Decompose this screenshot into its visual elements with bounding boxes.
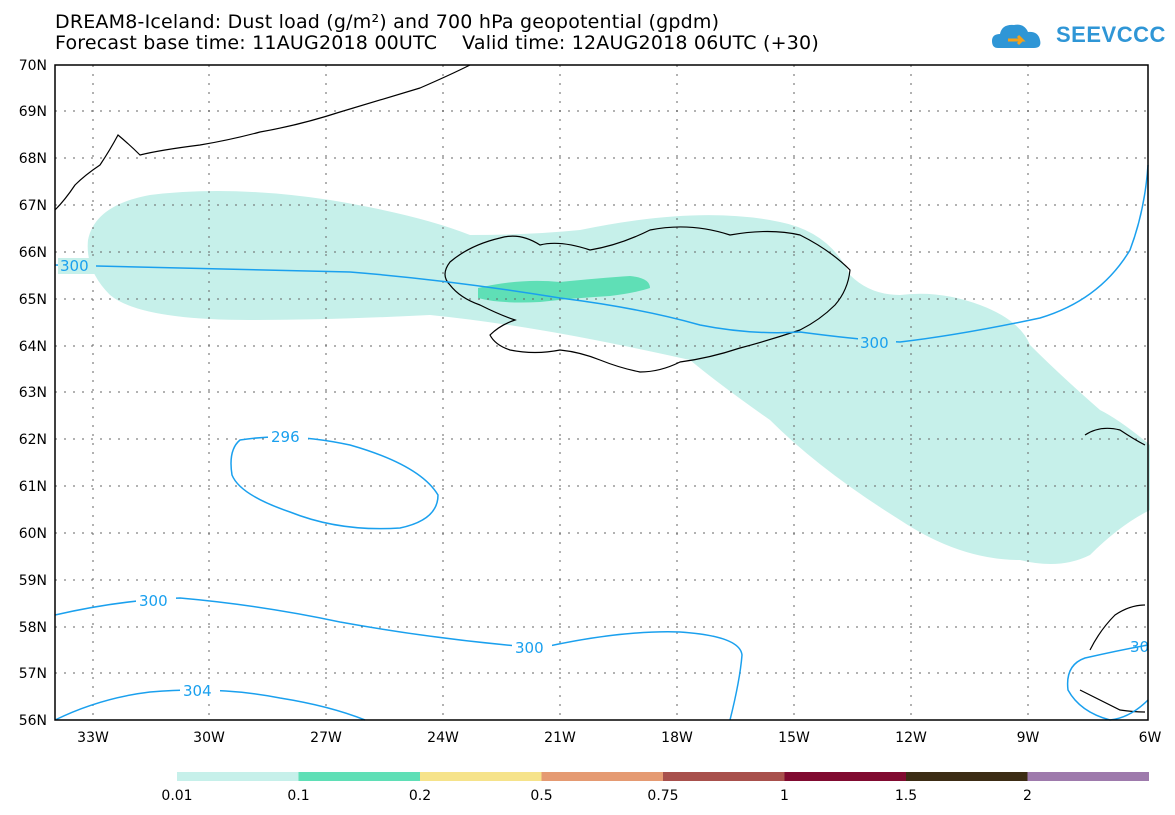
lon-label: 33W <box>77 730 109 746</box>
lon-label: 6W <box>1139 730 1162 746</box>
colorbar-swatch <box>298 772 420 781</box>
lon-label: 24W <box>427 730 459 746</box>
colorbar-swatch <box>1027 772 1149 781</box>
colorbar-swatch <box>177 772 299 781</box>
colorbar-label: 0.1 <box>287 788 309 804</box>
colorbar-label: 0.75 <box>647 788 678 804</box>
lat-label: 61N <box>19 479 47 495</box>
forecast-times: Forecast base time: 11AUG2018 00UTC Vali… <box>55 32 819 54</box>
colorbar-label: 0.01 <box>161 788 192 804</box>
lat-label: 68N <box>19 151 47 167</box>
map-frame <box>54 64 1149 721</box>
contour-label: 304 <box>183 682 212 700</box>
lon-label: 12W <box>895 730 927 746</box>
greenland-coast <box>54 64 471 211</box>
logo-text: SEEVCCC <box>1056 22 1166 47</box>
lon-label: 30W <box>193 730 225 746</box>
lat-label: 66N <box>19 245 47 261</box>
lat-label: 67N <box>19 198 47 214</box>
colorbar-label: 2 <box>1023 788 1032 804</box>
lat-label: 57N <box>19 666 47 682</box>
lat-label: 64N <box>19 339 47 355</box>
lat-label: 69N <box>19 104 47 120</box>
lon-label: 27W <box>310 730 342 746</box>
contour-label: 300 <box>515 639 544 657</box>
contour-label: 300 <box>139 592 168 610</box>
lon-label: 15W <box>778 730 810 746</box>
colorbar-label: 0.5 <box>530 788 552 804</box>
lon-label: 9W <box>1017 730 1040 746</box>
latitude-labels: 70N 69N 68N 67N 66N 65N 64N 63N 62N 61N … <box>19 58 47 729</box>
colorbar-swatch <box>906 772 1028 781</box>
longitude-labels: 33W 30W 27W 24W 21W 18W 15W 12W 9W 6W <box>77 730 1161 746</box>
coastlines <box>54 64 1146 713</box>
contour-label: 296 <box>271 428 300 446</box>
contour-label: 300 <box>60 257 89 275</box>
lat-label: 58N <box>19 620 47 636</box>
contour-296 <box>230 436 439 530</box>
contour-label: 30 <box>1130 638 1149 656</box>
colorbar-swatch <box>663 772 785 781</box>
lat-label: 62N <box>19 432 47 448</box>
lon-label: 21W <box>544 730 576 746</box>
colorbar: 0.01 0.1 0.2 0.5 0.75 1 1.5 2 <box>161 772 1149 804</box>
colorbar-swatch <box>784 772 906 781</box>
contour-300-east <box>1066 644 1149 721</box>
contour-300-north <box>54 164 1149 343</box>
contour-300-south <box>54 597 743 721</box>
dust-load-area-mid <box>478 276 650 303</box>
map-graticule <box>55 65 1148 720</box>
lat-label: 65N <box>19 292 47 308</box>
contour-labels: 300 300 296 300 300 304 30 <box>58 257 1149 700</box>
lon-label: 18W <box>661 730 693 746</box>
colorbar-swatch <box>420 772 542 781</box>
seevccc-cloud-logo-icon <box>992 24 1041 48</box>
lat-label: 63N <box>19 385 47 401</box>
colorbar-label: 1 <box>780 788 789 804</box>
dust-load-area-light <box>87 191 1150 564</box>
faroe-shetland-coast <box>1084 427 1146 446</box>
colorbar-swatch <box>541 772 663 781</box>
colorbar-label: 0.2 <box>409 788 431 804</box>
lat-label: 59N <box>19 573 47 589</box>
lat-label: 56N <box>19 713 47 729</box>
contour-label: 300 <box>860 334 889 352</box>
lat-label: 60N <box>19 526 47 542</box>
colorbar-label: 1.5 <box>895 788 917 804</box>
scotland-coast <box>1079 604 1146 713</box>
map-title: DREAM8-Iceland: Dust load (g/m²) and 700… <box>55 11 720 33</box>
iceland-coast <box>444 226 851 373</box>
lat-label: 70N <box>19 58 47 74</box>
